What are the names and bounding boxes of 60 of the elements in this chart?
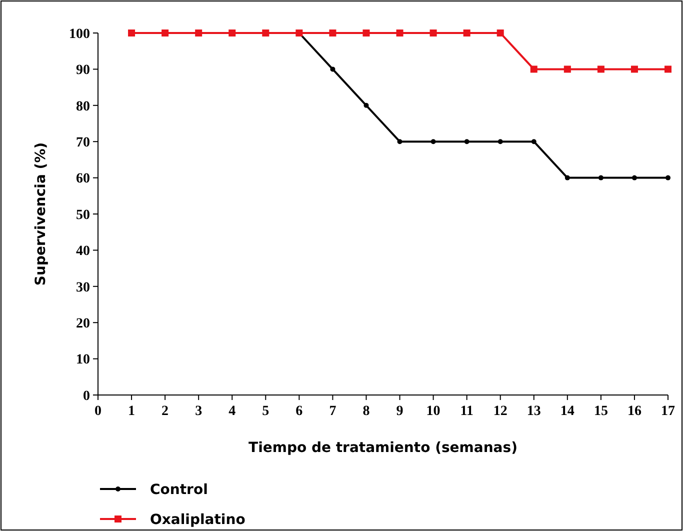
point	[397, 139, 402, 144]
point	[630, 66, 638, 73]
point	[464, 139, 470, 144]
point	[564, 175, 570, 180]
x-tick-label: 9	[396, 404, 404, 419]
point	[597, 66, 604, 73]
point	[664, 66, 672, 73]
x-tick-label: 14	[560, 404, 574, 419]
point	[666, 175, 670, 180]
point	[362, 30, 370, 36]
x-tick-label: 12	[493, 404, 508, 419]
legend-label: Control	[150, 482, 208, 498]
x-tick-label: 3	[195, 404, 202, 419]
y-tick-label: 80	[76, 99, 90, 114]
point	[430, 30, 437, 36]
point	[262, 30, 270, 36]
point	[598, 175, 604, 180]
point	[228, 30, 236, 36]
point	[330, 66, 336, 72]
y-axis-title: Supervivencia (%)	[33, 142, 49, 286]
point	[632, 175, 637, 180]
y-tick-label: 60	[76, 172, 90, 187]
x-tick-label: 10	[426, 404, 440, 419]
x-tick-label: 0	[94, 404, 102, 419]
point	[564, 66, 571, 73]
x-tick-label: 11	[460, 404, 474, 419]
x-axis-title: Tiempo de tratamiento (semanas)	[248, 440, 518, 456]
y-tick-label: 50	[76, 208, 90, 223]
y-tick-label: 10	[76, 352, 90, 368]
y-tick-label: 90	[76, 63, 90, 78]
point	[162, 30, 169, 36]
x-tick-label: 15	[594, 404, 608, 419]
point	[396, 30, 404, 36]
x-tick-label: 4	[228, 404, 236, 419]
point	[531, 139, 536, 144]
x-tick-label: 8	[362, 404, 370, 419]
y-tick-label: 100	[69, 26, 90, 42]
x-tick-label: 1	[128, 404, 136, 419]
y-tick-label: 40	[76, 244, 90, 260]
point	[128, 30, 136, 36]
x-tick-label: 16	[627, 404, 642, 419]
x-tick-label: 2	[162, 404, 169, 419]
legend-label: Oxaliplatino	[150, 512, 246, 528]
point	[195, 30, 202, 36]
point	[329, 30, 336, 36]
y-tick-label: 70	[76, 136, 90, 150]
point	[430, 139, 436, 144]
y-tick-label: 0	[83, 388, 90, 404]
point	[498, 139, 503, 144]
point	[463, 30, 470, 36]
point	[496, 30, 504, 36]
x-tick-label: 5	[262, 404, 270, 419]
y-tick-label: 20	[76, 316, 90, 332]
x-tick-label: 13	[526, 404, 541, 419]
point	[530, 66, 538, 73]
x-tick-label: 17	[661, 404, 675, 419]
y-tick-label: 30	[76, 280, 90, 296]
point	[364, 102, 369, 108]
x-tick-label: 7	[329, 404, 336, 419]
x-tick-label: 6	[296, 404, 303, 419]
